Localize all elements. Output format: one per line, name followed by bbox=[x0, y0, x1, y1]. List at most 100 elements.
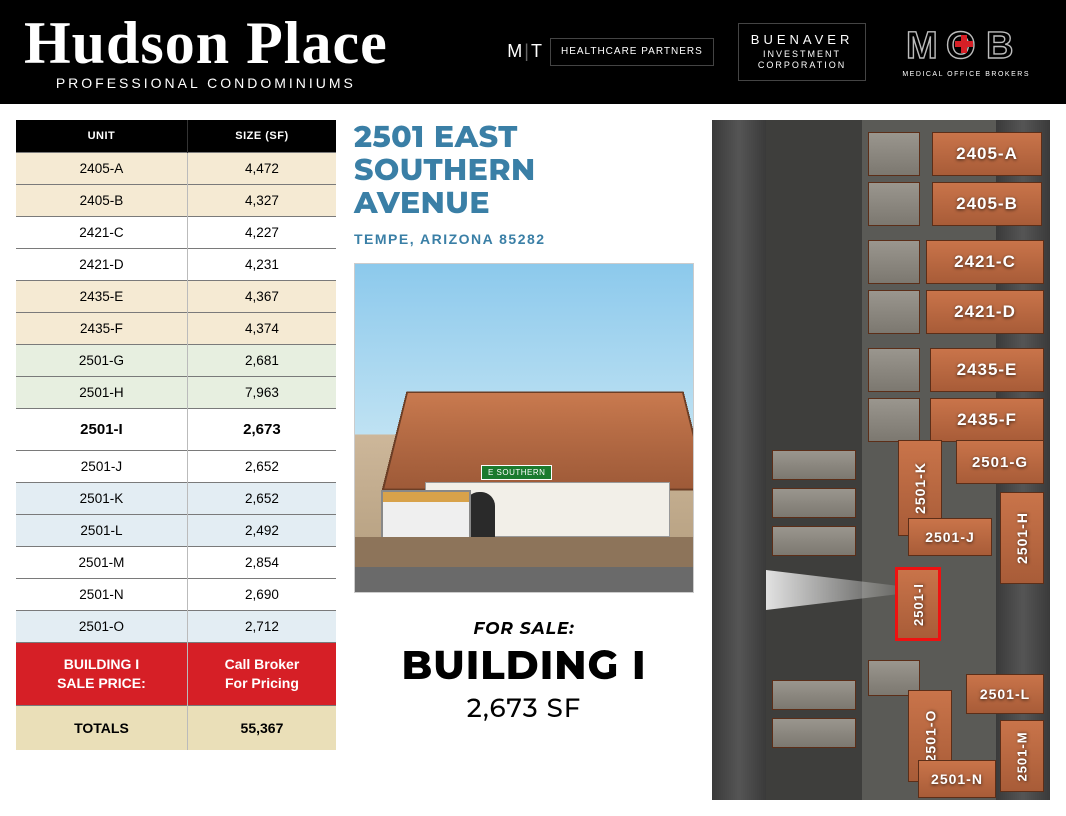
partner-mob: M O B MEDICAL OFFICE BROKERS bbox=[890, 16, 1042, 88]
cell-unit: 2501-K bbox=[16, 483, 187, 515]
cell-unit: 2421-C bbox=[16, 217, 187, 249]
table-row: 2405-B4,327 bbox=[16, 185, 336, 217]
table-row: 2501-N2,690 bbox=[16, 579, 336, 611]
cell-size: 4,472 bbox=[187, 153, 336, 185]
table-row: 2501-J2,652 bbox=[16, 451, 336, 483]
mt-left: M bbox=[507, 41, 522, 61]
cell-unit: 2501-L bbox=[16, 515, 187, 547]
cell-size: 2,652 bbox=[187, 483, 336, 515]
aerial-label: 2435-E bbox=[957, 360, 1018, 380]
totals-row: TOTALS55,367 bbox=[16, 705, 336, 750]
mt-right: T bbox=[531, 41, 542, 61]
cell-unit: 2501-H bbox=[16, 377, 187, 409]
cell-size: 2,673 bbox=[187, 409, 336, 451]
aerial-label: 2421-D bbox=[954, 302, 1016, 322]
table-row: 2501-O2,712 bbox=[16, 611, 336, 643]
aerial-building-2501-h: 2501-H bbox=[1000, 492, 1044, 584]
site-title: Hudson Place bbox=[24, 13, 388, 73]
aerial-building-unlabeled bbox=[868, 290, 920, 334]
totals-value: 55,367 bbox=[187, 705, 336, 750]
unit-table: UNIT SIZE (SF) 2405-A4,4722405-B4,327242… bbox=[16, 120, 336, 750]
header-bar: Hudson Place PROFESSIONAL CONDOMINIUMS M… bbox=[0, 0, 1066, 104]
cell-unit: 2501-G bbox=[16, 345, 187, 377]
svg-text:M: M bbox=[906, 25, 939, 66]
aerial-building-unlabeled bbox=[772, 488, 856, 518]
for-sale-label: FOR SALE: bbox=[354, 619, 694, 639]
aerial-building-2501-l: 2501-L bbox=[966, 674, 1044, 714]
mob-sub: MEDICAL OFFICE BROKERS bbox=[902, 70, 1030, 80]
partner-mt: M|T HEALTHCARE PARTNERS bbox=[507, 30, 714, 74]
aerial-building-unlabeled bbox=[868, 182, 920, 226]
table-row: 2501-G2,681 bbox=[16, 345, 336, 377]
cell-unit: 2501-O bbox=[16, 611, 187, 643]
address-heading: 2501 EAST SOUTHERN AVENUE bbox=[354, 120, 694, 219]
buena-l1: BUENAVER bbox=[751, 32, 854, 49]
aerial-building-2405-b: 2405-B bbox=[932, 182, 1042, 226]
cell-unit: 2421-D bbox=[16, 249, 187, 281]
aerial-label: 2501-L bbox=[980, 686, 1030, 702]
aerial-building-2501-m: 2501-M bbox=[1000, 720, 1044, 792]
site-subtitle: PROFESSIONAL CONDOMINIUMS bbox=[24, 75, 388, 91]
cell-size: 2,681 bbox=[187, 345, 336, 377]
table-row: 2421-D4,231 bbox=[16, 249, 336, 281]
price-label: BUILDING ISALE PRICE: bbox=[16, 643, 187, 706]
addr-l3: AVENUE bbox=[354, 184, 490, 221]
table-row: 2421-C4,227 bbox=[16, 217, 336, 249]
aerial-label: 2501-K bbox=[912, 462, 928, 514]
cell-size: 2,492 bbox=[187, 515, 336, 547]
for-sale-sf: 2,673 SF bbox=[354, 692, 694, 724]
cell-size: 2,712 bbox=[187, 611, 336, 643]
for-sale-block: FOR SALE: BUILDING I 2,673 SF bbox=[354, 619, 694, 724]
table-row: 2501-M2,854 bbox=[16, 547, 336, 579]
table-row: 2501-L2,492 bbox=[16, 515, 336, 547]
mt-mark: M|T bbox=[507, 39, 542, 64]
aerial-building-2435-f: 2435-F bbox=[930, 398, 1044, 442]
aerial-building-unlabeled bbox=[868, 132, 920, 176]
table-header-row: UNIT SIZE (SF) bbox=[16, 120, 336, 153]
aerial-road-left bbox=[712, 120, 766, 800]
aerial-label: 2421-C bbox=[954, 252, 1016, 272]
aerial-building-unlabeled bbox=[868, 348, 920, 392]
th-unit: UNIT bbox=[16, 120, 187, 153]
mt-divider: | bbox=[524, 41, 529, 61]
aerial-building-2501-n: 2501-N bbox=[918, 760, 996, 798]
cell-size: 4,374 bbox=[187, 313, 336, 345]
street-sign: E SOUTHERN bbox=[481, 465, 552, 480]
cell-size: 2,652 bbox=[187, 451, 336, 483]
for-sale-big: BUILDING I bbox=[354, 641, 694, 690]
cell-unit: 2435-E bbox=[16, 281, 187, 313]
aerial-building-2421-c: 2421-C bbox=[926, 240, 1044, 284]
cell-size: 4,231 bbox=[187, 249, 336, 281]
totals-label: TOTALS bbox=[16, 705, 187, 750]
table-row: 2435-F4,374 bbox=[16, 313, 336, 345]
aerial-building-unlabeled bbox=[772, 526, 856, 556]
aerial-building-unlabeled bbox=[868, 398, 920, 442]
aerial-label: 2501-I bbox=[911, 583, 926, 626]
table-row: 2501-H7,963 bbox=[16, 377, 336, 409]
table-row: 2501-K2,652 bbox=[16, 483, 336, 515]
aerial-building-2501-i: 2501-I bbox=[896, 568, 940, 640]
aerial-label: 2501-H bbox=[1014, 512, 1030, 564]
aerial-building-2501-g: 2501-G bbox=[956, 440, 1044, 484]
center-column: 2501 EAST SOUTHERN AVENUE TEMPE, ARIZONA… bbox=[354, 120, 694, 800]
mt-text: HEALTHCARE PARTNERS bbox=[550, 38, 714, 66]
aerial-label: 2405-A bbox=[956, 144, 1018, 164]
table-row: 2501-I2,673 bbox=[16, 409, 336, 451]
cell-size: 4,327 bbox=[187, 185, 336, 217]
title-block: Hudson Place PROFESSIONAL CONDOMINIUMS bbox=[24, 13, 388, 91]
main-row: UNIT SIZE (SF) 2405-A4,4722405-B4,327242… bbox=[0, 104, 1066, 816]
photo-ground bbox=[355, 537, 693, 567]
aerial-building-unlabeled bbox=[772, 450, 856, 480]
aerial-label: 2405-B bbox=[956, 194, 1018, 214]
aerial-label: 2435-F bbox=[957, 410, 1017, 430]
table-row: 2435-E4,367 bbox=[16, 281, 336, 313]
table-row: 2405-A4,472 bbox=[16, 153, 336, 185]
cell-unit: 2501-I bbox=[16, 409, 187, 451]
cell-size: 4,227 bbox=[187, 217, 336, 249]
price-row: BUILDING ISALE PRICE:Call BrokerFor Pric… bbox=[16, 643, 336, 706]
th-size: SIZE (SF) bbox=[187, 120, 336, 153]
addr-l1: 2501 EAST bbox=[354, 118, 518, 155]
buena-l3: CORPORATION bbox=[751, 60, 854, 72]
cell-size: 2,854 bbox=[187, 547, 336, 579]
cell-unit: 2501-N bbox=[16, 579, 187, 611]
